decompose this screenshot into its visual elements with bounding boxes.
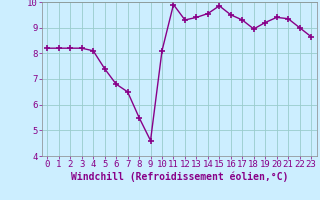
X-axis label: Windchill (Refroidissement éolien,°C): Windchill (Refroidissement éolien,°C) [70, 172, 288, 182]
